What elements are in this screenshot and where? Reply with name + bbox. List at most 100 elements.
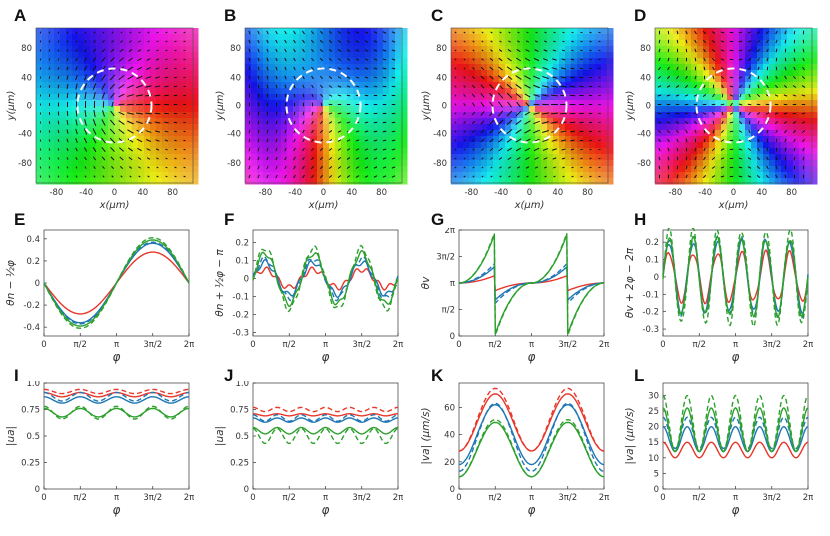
field-arrow (75, 49, 78, 52)
field-color-cell (793, 160, 800, 167)
field-arrow (154, 130, 161, 133)
field-arrow (284, 30, 287, 35)
field-arrow (302, 57, 305, 62)
field-color-cell (395, 172, 402, 179)
field-color-cell (395, 124, 402, 131)
field-arrow (319, 165, 324, 170)
field-arrow (66, 92, 69, 99)
field-color-cell (263, 46, 270, 53)
field-color-cell (84, 82, 91, 89)
field-arrow (145, 76, 152, 79)
field-color-cell (715, 82, 722, 89)
field-color-cell (138, 94, 145, 101)
field-color-cell (769, 178, 776, 185)
field-color-cell (257, 106, 264, 113)
field-arrow (489, 101, 494, 108)
field-color-cell (293, 70, 300, 77)
field-color-cell (793, 112, 800, 119)
field-color-cell (311, 106, 318, 113)
field-color-cell (601, 100, 608, 107)
field-arrow (747, 166, 752, 169)
field-color-cell (583, 82, 590, 89)
field-color-cell (577, 40, 584, 47)
field-color-cell (84, 106, 91, 113)
x-axis-label: φ (732, 503, 740, 517)
field-arrow (506, 83, 513, 90)
field-color-cell (150, 40, 157, 47)
field-color-cell (269, 88, 276, 95)
field-arrow (75, 66, 78, 71)
x-axis-label: x(μm) (308, 200, 339, 211)
field-arrow (138, 40, 141, 43)
field-color-cell (499, 88, 506, 95)
field-color-cell (359, 154, 366, 161)
field-color-cell (359, 100, 366, 107)
field-color-cell (365, 136, 372, 143)
field-color-cell (269, 40, 276, 47)
field-arrow (463, 94, 466, 97)
field-arrow (498, 66, 503, 71)
field-color-cell (78, 40, 85, 47)
field-color-cell (571, 124, 578, 131)
field-color-cell (144, 70, 151, 77)
field-arrow (508, 166, 511, 169)
field-color-cell (457, 34, 464, 41)
field-color-cell (661, 178, 668, 185)
field-color-cell (90, 124, 97, 131)
field-color-cell (739, 154, 746, 161)
field-color-cell (114, 64, 121, 71)
field-arrow (711, 57, 716, 62)
field-color-cell (263, 64, 270, 71)
field-color-cell (383, 52, 390, 59)
field-arrow (373, 157, 378, 160)
field-color-cell (781, 166, 788, 173)
field-color-cell (763, 148, 770, 155)
field-color-cell (329, 46, 336, 53)
field-color-cell (114, 136, 121, 143)
field-color-cell (245, 82, 252, 89)
field-color-cell (457, 40, 464, 47)
field-color-cell (505, 154, 512, 161)
field-color-cell (401, 52, 408, 59)
field-color-cell (529, 52, 536, 59)
field-color-cell (359, 106, 366, 113)
field-arrow (145, 112, 152, 115)
field-color-cell (757, 118, 764, 125)
field-color-cell (463, 106, 470, 113)
field-color-cell (359, 136, 366, 143)
field-color-cell (66, 28, 73, 35)
field-arrow (765, 112, 770, 115)
field-color-cell (108, 100, 115, 107)
field-color-cell (395, 70, 402, 77)
field-color-cell (469, 154, 476, 161)
field-color-cell (395, 46, 402, 53)
field-color-cell (174, 166, 181, 173)
field-color-cell (655, 70, 662, 77)
field-color-cell (323, 58, 330, 65)
field-color-cell (347, 100, 354, 107)
field-color-cell (553, 172, 560, 179)
field-color-cell (180, 52, 187, 59)
field-color-cell (389, 130, 396, 137)
field-color-cell (251, 172, 258, 179)
field-color-cell (90, 142, 97, 149)
field-arrow (337, 58, 342, 61)
y-tick-label: -0.2 (642, 308, 659, 318)
field-color-cell (721, 64, 728, 71)
x-tick-label: 0 (41, 493, 46, 503)
field-color-cell (311, 148, 318, 155)
field-arrow (757, 147, 760, 152)
field-color-cell (721, 52, 728, 59)
field-color-cell (469, 46, 476, 53)
field-color-cell (781, 40, 788, 47)
field-color-cell (667, 106, 674, 113)
field-color-cell (365, 100, 372, 107)
field-color-cell (739, 58, 746, 65)
field-color-cell (727, 94, 734, 101)
field-color-cell (347, 58, 354, 65)
field-arrow (328, 112, 333, 115)
field-color-cell (144, 100, 151, 107)
field-color-cell (559, 40, 566, 47)
field-arrow (756, 175, 761, 178)
field-color-cell (811, 154, 818, 161)
